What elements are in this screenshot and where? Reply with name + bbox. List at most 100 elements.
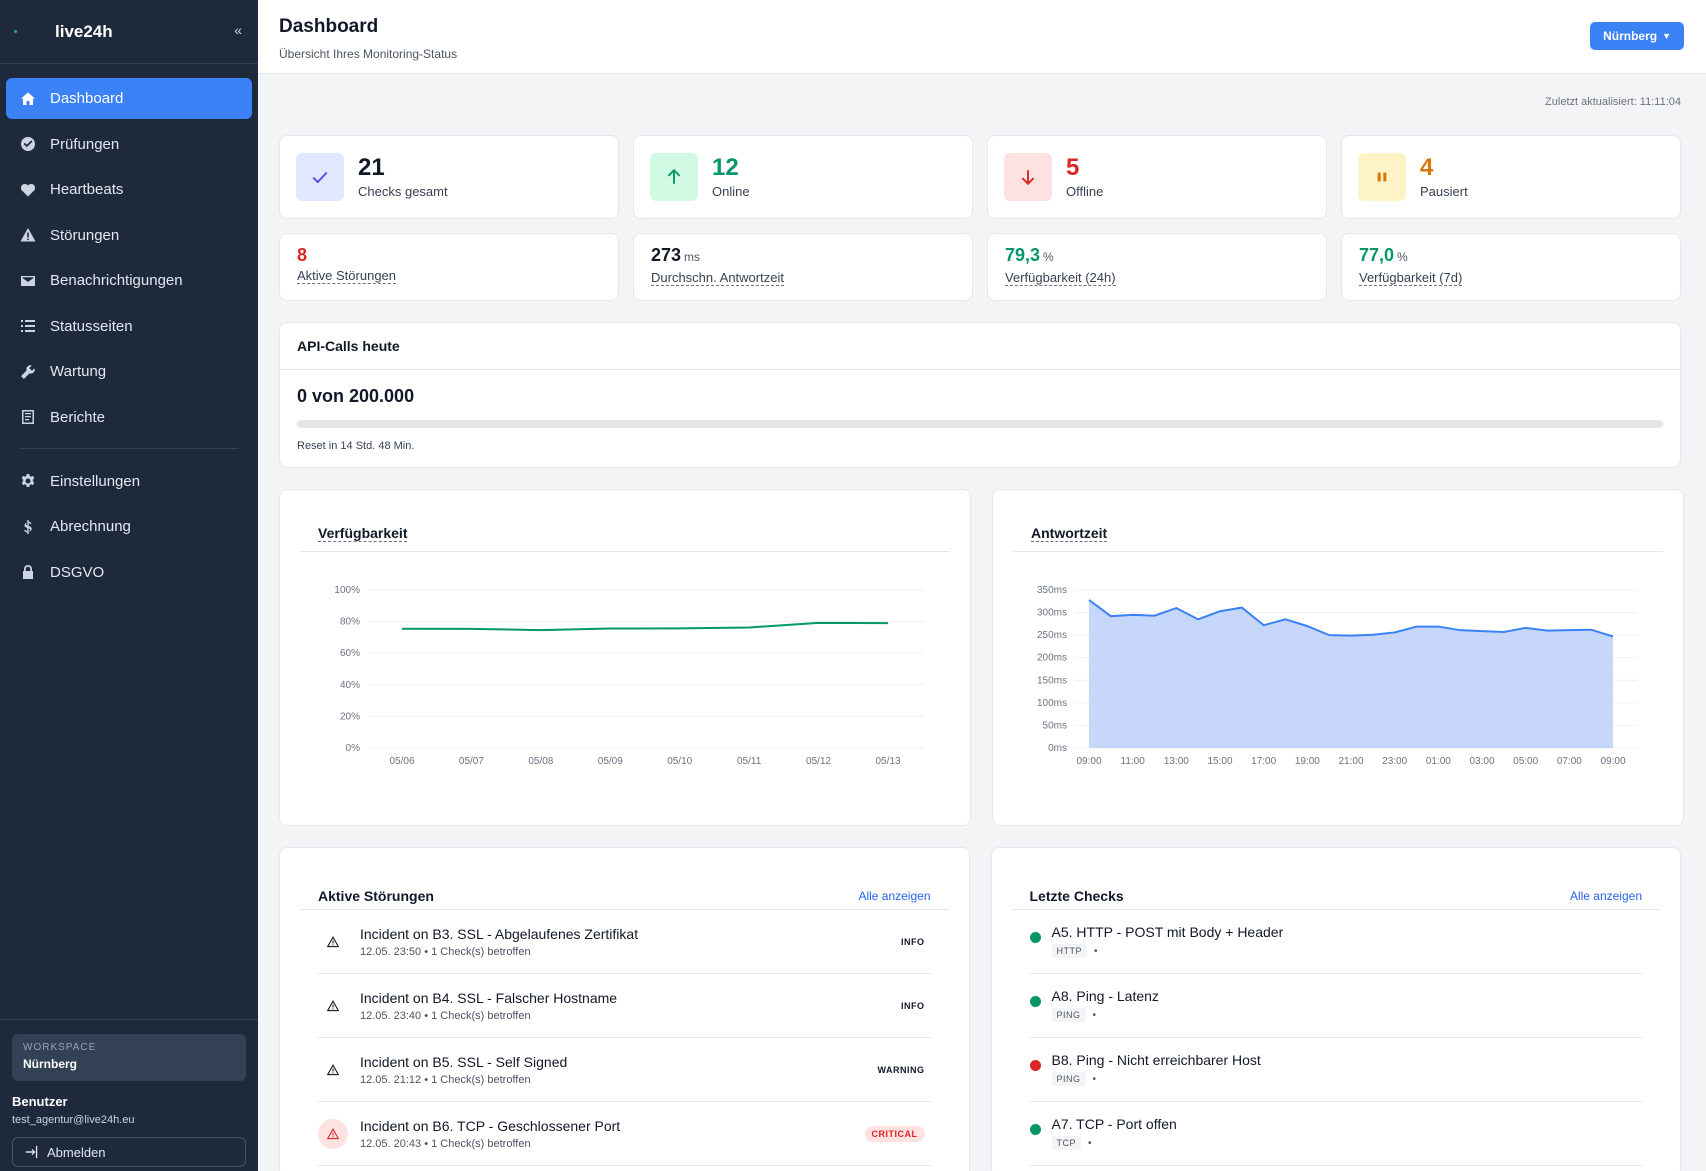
sidebar-item-label: Statusseiten — [50, 317, 133, 335]
kpi-availability-7d[interactable]: 77,0% Verfügbarkeit (7d) — [1341, 233, 1681, 301]
sidebar-item-benachrichtigungen[interactable]: Benachrichtigungen — [6, 260, 252, 301]
check-item[interactable]: A8. Ping - Latenz PING • — [1029, 974, 1642, 1038]
x-tick-label: 05/06 — [389, 756, 414, 767]
incident-item[interactable]: Incident on B3. SSL - Abgelaufenes Zerti… — [318, 910, 931, 974]
check-type-tag: PING — [1051, 1008, 1086, 1022]
sidebar-item-abrechnung[interactable]: Abrechnung — [6, 506, 252, 547]
incident-meta: 12.05. 23:40 • 1 Check(s) betroffen — [360, 1009, 531, 1022]
kpi-value: 77,0 — [1359, 245, 1395, 265]
y-tick-label: 150ms — [1037, 675, 1067, 686]
check-list: A5. HTTP - POST mit Body + Header HTTP • A8… — [1012, 910, 1661, 1166]
kpi-unit: ms — [684, 250, 701, 264]
sidebar-item-label: Prüfungen — [50, 135, 120, 153]
api-calls-progress — [297, 420, 1663, 428]
check-item[interactable]: A7. TCP - Port offen TCP • — [1029, 1102, 1642, 1166]
sidebar-item-statusseiten[interactable]: Statusseiten — [6, 306, 252, 347]
gear-icon — [21, 474, 35, 487]
collapse-sidebar-icon[interactable]: « — [234, 22, 242, 38]
page-subtitle: Übersicht Ihres Monitoring-Status — [279, 47, 458, 61]
sidebar-item-label: Dashboard — [50, 90, 124, 107]
logout-label: Abmelden — [47, 1144, 106, 1160]
incident-item[interactable]: Incident on B5. SSL - Self Signed 12.05. … — [318, 1038, 931, 1102]
response-chart-card: Antwortzeit 0ms 50ms 100ms 150ms 200ms 250ms 3… — [992, 489, 1684, 826]
stat-card-offline[interactable]: 5 Offline — [987, 135, 1327, 219]
last-updated: Zuletzt aktualisiert: 11:11:04 — [1545, 96, 1681, 108]
sidebar-item-einstellungen[interactable]: Einstellungen — [6, 461, 252, 502]
meta-separator: • — [1092, 1073, 1097, 1085]
user-label: Benutzer — [12, 1094, 68, 1109]
stat-card-paused[interactable]: 4 Pausiert — [1341, 135, 1681, 219]
dashboard-body: Zuletzt aktualisiert: 11:11:04 21 Checks … — [258, 96, 1706, 1171]
kpi-availability-24h[interactable]: 79,3% Verfügbarkeit (24h) — [987, 233, 1327, 301]
location-label: Nürnberg — [1603, 29, 1658, 43]
x-tick-label: 05:00 — [1513, 756, 1538, 767]
envelope-icon — [21, 275, 35, 286]
logout-button[interactable]: Abmelden — [12, 1137, 246, 1167]
kpi-label: Aktive Störungen — [297, 268, 397, 284]
kpi-unit: % — [1397, 250, 1408, 264]
y-tick-label: 40% — [340, 680, 360, 691]
response-chart-title[interactable]: Antwortzeit — [1031, 525, 1108, 542]
checks-show-all-link[interactable]: Alle anzeigen — [1569, 889, 1642, 903]
status-dot-icon — [1029, 1060, 1041, 1071]
home-icon — [21, 92, 35, 105]
check-type-tag: TCP — [1051, 1136, 1081, 1150]
warning-icon — [318, 1118, 348, 1149]
warning-icon — [318, 927, 348, 957]
sidebar-item-dsgvo[interactable]: DSGVO — [6, 552, 252, 593]
incident-item[interactable]: Incident on B6. TCP - Geschlossener Port… — [318, 1102, 931, 1166]
api-calls-reset: Reset in 14 Std. 48 Min. — [297, 440, 415, 452]
sidebar-item-dashboard[interactable]: Dashboard — [6, 78, 252, 119]
incidents-show-all-link[interactable]: Alle anzeigen — [858, 889, 931, 903]
page-title: Dashboard — [279, 16, 379, 37]
stat-value: 4 — [1420, 154, 1434, 181]
x-tick-label: 23:00 — [1382, 756, 1407, 767]
stat-value: 21 — [358, 154, 385, 181]
topbar: Dashboard Übersicht Ihres Monitoring-Sta… — [258, 0, 1706, 74]
x-tick-label: 11:00 — [1121, 756, 1146, 767]
sidebar-item-wartung[interactable]: Wartung — [6, 351, 252, 392]
y-tick-label: 20% — [340, 711, 360, 722]
chart-row: Verfügbarkeit 0% 20% 40% 60% 80% 100% 05/06 05/… — [279, 489, 1684, 826]
kpi-avg-response[interactable]: 273 ms Durchschn. Antwortzeit — [633, 233, 973, 301]
kpi-label: Verfügbarkeit (24h) — [1005, 270, 1116, 286]
y-tick-label: 300ms — [1037, 608, 1067, 619]
location-dropdown-button[interactable]: Nürnberg ▼ — [1590, 22, 1684, 50]
availability-chart-card: Verfügbarkeit 0% 20% 40% 60% 80% 100% 05/06 05/… — [279, 489, 971, 826]
workspace-switcher[interactable]: WORKSPACE Nürnberg — [12, 1034, 246, 1081]
kpi-active-incidents[interactable]: 8 Aktive Störungen — [279, 233, 619, 301]
check-item[interactable]: B8. Ping - Nicht erreichbarer Host PING • — [1029, 1038, 1642, 1102]
sidebar-item-pruefungen[interactable]: Prüfungen — [6, 124, 252, 165]
y-tick-label: 250ms — [1037, 630, 1067, 641]
check-item[interactable]: A5. HTTP - POST mit Body + Header HTTP • — [1029, 910, 1642, 974]
sidebar-item-heartbeats[interactable]: Heartbeats — [6, 169, 252, 210]
lock-icon — [23, 565, 33, 579]
sidebar-item-stoerungen[interactable]: Störungen — [6, 215, 252, 256]
severity-badge: INFO — [901, 936, 925, 947]
status-dot-icon — [1029, 932, 1041, 943]
incident-title: Incident on B6. TCP - Geschlossener Port — [360, 1117, 621, 1134]
incident-item[interactable]: Incident on B4. SSL - Falscher Hostname 1… — [318, 974, 931, 1038]
dollar-icon — [24, 519, 32, 534]
availability-chart-title[interactable]: Verfügbarkeit — [318, 525, 408, 542]
severity-badge: INFO — [901, 1000, 925, 1011]
check-title: B8. Ping - Nicht erreichbarer Host — [1051, 1052, 1261, 1068]
api-calls-count: 0 von 200.000 — [297, 386, 415, 406]
y-tick-label: 100ms — [1037, 698, 1067, 709]
stat-card-online[interactable]: 12 Online — [633, 135, 973, 219]
active-incidents-title: Aktive Störungen — [318, 888, 434, 904]
series-line[interactable] — [401, 621, 889, 632]
recent-checks-card: Letzte Checks Alle anzeigen A5. HTTP - P… — [990, 847, 1681, 1171]
stat-card-total[interactable]: 21 Checks gesamt — [279, 135, 619, 219]
kpi-value: 8 — [297, 245, 308, 265]
brand-logo-dot — [14, 30, 17, 33]
sidebar-item-berichte[interactable]: Berichte — [6, 397, 252, 438]
brand-name[interactable]: live24h — [55, 21, 113, 41]
sidebar-item-label: Störungen — [50, 226, 120, 244]
list-icon — [21, 320, 35, 332]
response-time-chart: 0ms 50ms 100ms 150ms 200ms 250ms 300ms 350ms 09:… — [1037, 585, 1637, 767]
sidebar-divider — [20, 447, 238, 449]
heart-icon — [20, 183, 36, 196]
kpi-value: 79,3 — [1005, 245, 1041, 265]
meta-separator: • — [1088, 1137, 1092, 1149]
